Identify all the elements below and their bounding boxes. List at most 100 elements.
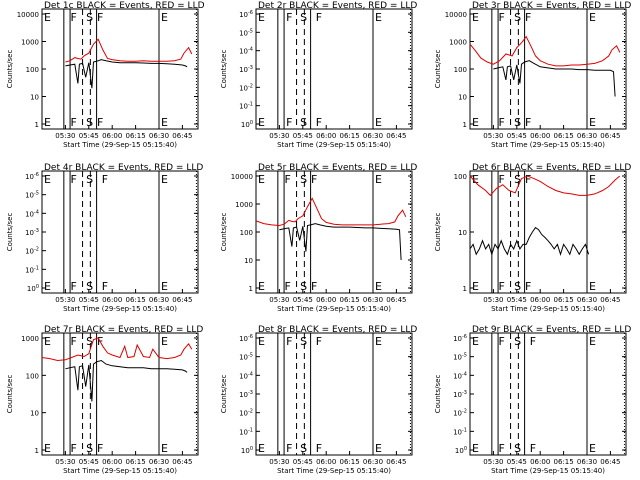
y-tick-label: 1 [463, 121, 467, 129]
x-tick-label: 05:30 [269, 296, 289, 304]
flag-label-top: F [102, 173, 108, 186]
flag-label-bottom: F [311, 280, 317, 293]
y-tick-label: 10-1 [25, 265, 39, 274]
x-tick-label: 06:15 [554, 132, 574, 140]
x-tick-label: 06:30 [149, 458, 169, 466]
flag-label-top: F [525, 11, 531, 24]
y-tick-label: 10000 [445, 11, 467, 19]
flag-label-top: F [530, 335, 536, 348]
flag-label-bottom: E [472, 116, 479, 129]
flag-label-bottom: F [499, 280, 505, 293]
y-tick-label: 10-5 [239, 353, 253, 362]
flag-label-bottom: E [589, 442, 596, 455]
flag-label-bottom: F [71, 280, 77, 293]
x-tick-label: 06:30 [149, 132, 169, 140]
x-tick-label: 06:30 [363, 296, 383, 304]
y-tick-label: 10-6 [239, 10, 253, 19]
x-tick-label: 06:00 [102, 132, 122, 140]
flag-label-top: E [161, 335, 168, 348]
x-tick-label: 05:30 [269, 458, 289, 466]
flag-label-bottom: F [499, 116, 505, 129]
flag-label-top: E [161, 11, 168, 24]
y-tick-label: 10-6 [25, 172, 39, 181]
series-lld-line [41, 337, 193, 362]
flag-label-top: E [375, 335, 382, 348]
flag-label-top: S [86, 335, 93, 348]
chart-title: Det 8r BLACK = Events, RED = LLD [258, 325, 417, 335]
flag-label-top: F [97, 11, 103, 24]
series-events-line [469, 226, 590, 256]
x-tick-label: 06:30 [577, 132, 597, 140]
flag-label-bottom: E [161, 442, 168, 455]
x-axis-label: Start Time (29-Sep-15 05:15:40) [277, 141, 391, 149]
x-tick-label: 06:00 [316, 132, 336, 140]
x-tick-label: 05:45 [507, 132, 527, 140]
flag-label-top: E [44, 173, 51, 186]
y-tick-label: 10 [458, 94, 467, 102]
flag-label-top: S [514, 335, 521, 348]
flag-label-bottom: S [514, 280, 521, 293]
flag-label-top: E [589, 173, 596, 186]
y-tick-label: 10-1 [453, 427, 467, 436]
flag-label-bottom: F [286, 116, 292, 129]
x-tick-label: 05:30 [55, 296, 75, 304]
flag-label-bottom: S [86, 116, 93, 129]
plot-frame [41, 170, 199, 294]
flag-label-top: S [514, 11, 521, 24]
chart-title: Det 2r BLACK = Events, RED = LLD [258, 1, 417, 11]
flag-label-bottom: S [300, 280, 307, 293]
y-tick-label: 100 [27, 284, 39, 293]
y-axis-label: Counts/sec [220, 50, 228, 89]
plot-frame [469, 170, 627, 294]
flag-label-top: F [71, 335, 77, 348]
flag-label-top: F [499, 11, 505, 24]
x-tick-label: 06:15 [126, 296, 146, 304]
flag-label-top: E [472, 335, 479, 348]
x-tick-label: 06:30 [149, 296, 169, 304]
plot-frame [41, 332, 199, 456]
x-tick-label: 06:15 [126, 458, 146, 466]
flag-label-bottom: E [44, 280, 51, 293]
flag-label-bottom: F [71, 116, 77, 129]
flag-label-bottom: F [285, 280, 291, 293]
x-tick-label: 06:15 [340, 132, 360, 140]
y-axis-label: Counts/sec [6, 50, 14, 89]
chart-title: Det 7r BLACK = Events, RED = LLD [44, 325, 203, 335]
flag-label-top: F [525, 173, 531, 186]
y-tick-label: 100 [241, 120, 253, 129]
flag-label-bottom: E [258, 442, 265, 455]
x-tick-label: 06:30 [363, 132, 383, 140]
flag-label-top: F [285, 173, 291, 186]
y-tick-label: 100 [241, 446, 253, 455]
series-events-line [493, 60, 616, 97]
chart-title: Det 4r BLACK = Events, RED = LLD [44, 163, 203, 173]
flag-label-top: F [499, 173, 505, 186]
flag-label-top: F [316, 335, 322, 348]
chart-title: Det 9r BLACK = Events, RED = LLD [472, 325, 631, 335]
flag-label-bottom: E [44, 116, 51, 129]
flag-label-bottom: F [525, 116, 531, 129]
y-tick-label: 10-2 [239, 83, 253, 92]
panel-4: Det 4r BLACK = Events, RED = LLD Counts/s… [6, 163, 203, 313]
x-axis-label: Start Time (29-Sep-15 05:15:40) [63, 141, 177, 149]
flag-label-top: S [300, 335, 307, 348]
plot-frame [255, 170, 413, 294]
y-tick-label: 10-3 [453, 390, 467, 399]
y-tick-label: 10-2 [25, 247, 39, 256]
flag-label-top: F [286, 11, 292, 24]
flag-label-top: E [258, 11, 265, 24]
panel-2: Det 2r BLACK = Events, RED = LLD Counts/s… [220, 1, 417, 149]
x-tick-label: 06:15 [340, 296, 360, 304]
x-tick-label: 05:45 [507, 296, 527, 304]
flag-label-bottom: E [258, 116, 265, 129]
y-tick-label: 10-3 [239, 65, 253, 74]
series-lld-line [469, 35, 621, 67]
y-tick-label: 10-3 [25, 228, 39, 237]
chart-title: Det 6r BLACK = Events, RED = LLD [472, 163, 631, 173]
flag-label-top: S [300, 11, 307, 24]
y-tick-label: 10-6 [239, 334, 253, 343]
x-tick-label: 05:30 [269, 132, 289, 140]
panel-9: Det 9r BLACK = Events, RED = LLD Counts/s… [434, 325, 631, 475]
y-tick-label: 1 [35, 447, 39, 455]
y-tick-label: 10-4 [453, 371, 467, 380]
